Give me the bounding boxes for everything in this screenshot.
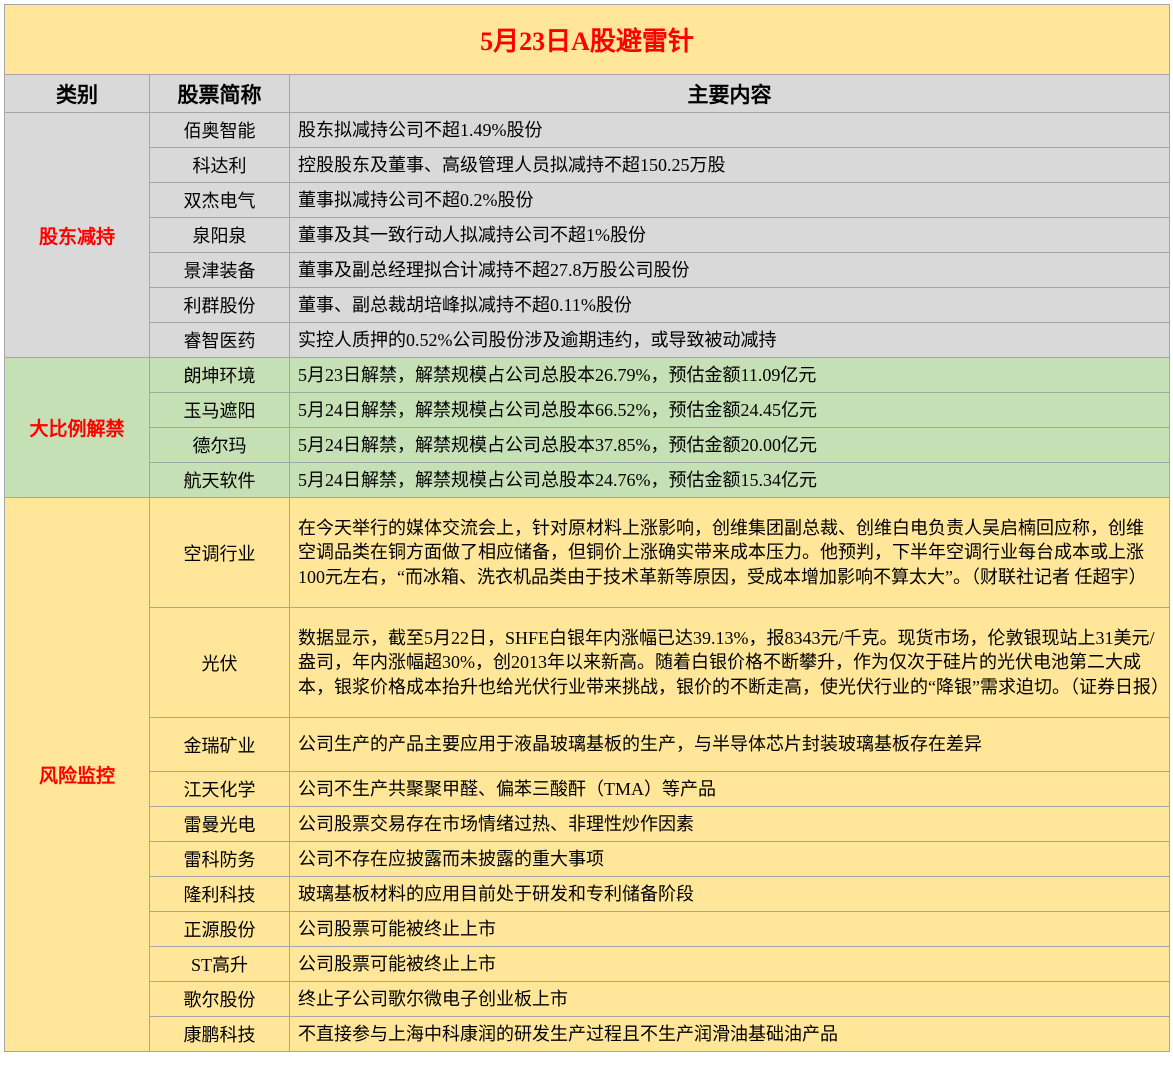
content-cell: 5月24日解禁，解禁规模占公司总股本66.52%，预估金额24.45亿元	[290, 393, 1170, 428]
stock-name-cell: 佰奥智能	[150, 113, 290, 148]
stock-name-cell: 玉马遮阳	[150, 393, 290, 428]
table-row: 泉阳泉董事及其一致行动人拟减持公司不超1%股份	[5, 218, 1170, 253]
content-cell: 终止子公司歌尔微电子创业板上市	[290, 982, 1170, 1017]
stock-name-cell: 航天软件	[150, 463, 290, 498]
content-cell: 董事拟减持公司不超0.2%股份	[290, 183, 1170, 218]
stock-name-cell: 景津装备	[150, 253, 290, 288]
content-cell: 公司生产的产品主要应用于液晶玻璃基板的生产，与半导体芯片封装玻璃基板存在差异	[290, 718, 1170, 772]
table-row: 股东减持佰奥智能股东拟减持公司不超1.49%股份	[5, 113, 1170, 148]
table-row: 康鹏科技不直接参与上海中科康润的研发生产过程且不生产润滑油基础油产品	[5, 1017, 1170, 1052]
table-row: 风险监控空调行业在今天举行的媒体交流会上，针对原材料上涨影响，创维集团副总裁、创…	[5, 498, 1170, 608]
content-cell: 不直接参与上海中科康润的研发生产过程且不生产润滑油基础油产品	[290, 1017, 1170, 1052]
content-cell: 公司股票交易存在市场情绪过热、非理性炒作因素	[290, 807, 1170, 842]
stock-name-cell: 隆利科技	[150, 877, 290, 912]
stock-name-cell: 睿智医药	[150, 323, 290, 358]
stock-name-cell: 正源股份	[150, 912, 290, 947]
stock-name-cell: 光伏	[150, 608, 290, 718]
content-cell: 股东拟减持公司不超1.49%股份	[290, 113, 1170, 148]
content-cell: 玻璃基板材料的应用目前处于研发和专利储备阶段	[290, 877, 1170, 912]
header-stock: 股票简称	[150, 75, 290, 113]
category-cell: 大比例解禁	[5, 358, 150, 498]
stock-name-cell: 金瑞矿业	[150, 718, 290, 772]
table-title: 5月23日A股避雷针	[5, 5, 1170, 75]
header-content: 主要内容	[290, 75, 1170, 113]
content-cell: 5月23日解禁，解禁规模占公司总股本26.79%，预估金额11.09亿元	[290, 358, 1170, 393]
table-row: 双杰电气董事拟减持公司不超0.2%股份	[5, 183, 1170, 218]
table-row: 歌尔股份终止子公司歌尔微电子创业板上市	[5, 982, 1170, 1017]
table-row: 德尔玛5月24日解禁，解禁规模占公司总股本37.85%，预估金额20.00亿元	[5, 428, 1170, 463]
category-cell: 风险监控	[5, 498, 150, 1052]
table-row: 玉马遮阳5月24日解禁，解禁规模占公司总股本66.52%，预估金额24.45亿元	[5, 393, 1170, 428]
table-row: 光伏数据显示，截至5月22日，SHFE白银年内涨幅已达39.13%，报8343元…	[5, 608, 1170, 718]
content-cell: 5月24日解禁，解禁规模占公司总股本24.76%，预估金额15.34亿元	[290, 463, 1170, 498]
table-row: 雷曼光电公司股票交易存在市场情绪过热、非理性炒作因素	[5, 807, 1170, 842]
content-cell: 实控人质押的0.52%公司股份涉及逾期违约，或导致被动减持	[290, 323, 1170, 358]
stock-name-cell: 双杰电气	[150, 183, 290, 218]
table-row: 金瑞矿业公司生产的产品主要应用于液晶玻璃基板的生产，与半导体芯片封装玻璃基板存在…	[5, 718, 1170, 772]
table-row: 雷科防务公司不存在应披露而未披露的重大事项	[5, 842, 1170, 877]
header-category: 类别	[5, 75, 150, 113]
stock-name-cell: 德尔玛	[150, 428, 290, 463]
table-row: 正源股份公司股票可能被终止上市	[5, 912, 1170, 947]
stock-name-cell: ST高升	[150, 947, 290, 982]
content-cell: 数据显示，截至5月22日，SHFE白银年内涨幅已达39.13%，报8343元/千…	[290, 608, 1170, 718]
table-row: 利群股份董事、副总裁胡培峰拟减持不超0.11%股份	[5, 288, 1170, 323]
stock-name-cell: 空调行业	[150, 498, 290, 608]
table-row: 江天化学公司不生产共聚聚甲醛、偏苯三酸酐（TMA）等产品	[5, 772, 1170, 807]
content-cell: 5月24日解禁，解禁规模占公司总股本37.85%，预估金额20.00亿元	[290, 428, 1170, 463]
table-row: 科达利控股股东及董事、高级管理人员拟减持不超150.25万股	[5, 148, 1170, 183]
table-row: 景津装备董事及副总经理拟合计减持不超27.8万股公司股份	[5, 253, 1170, 288]
content-cell: 公司不生产共聚聚甲醛、偏苯三酸酐（TMA）等产品	[290, 772, 1170, 807]
content-cell: 董事、副总裁胡培峰拟减持不超0.11%股份	[290, 288, 1170, 323]
content-cell: 公司不存在应披露而未披露的重大事项	[290, 842, 1170, 877]
stock-name-cell: 江天化学	[150, 772, 290, 807]
content-cell: 在今天举行的媒体交流会上，针对原材料上涨影响，创维集团副总裁、创维白电负责人吴启…	[290, 498, 1170, 608]
stock-name-cell: 康鹏科技	[150, 1017, 290, 1052]
stock-name-cell: 科达利	[150, 148, 290, 183]
content-cell: 公司股票可能被终止上市	[290, 912, 1170, 947]
stock-name-cell: 利群股份	[150, 288, 290, 323]
table-row: 大比例解禁朗坤环境5月23日解禁，解禁规模占公司总股本26.79%，预估金额11…	[5, 358, 1170, 393]
content-cell: 董事及其一致行动人拟减持公司不超1%股份	[290, 218, 1170, 253]
table-row: 睿智医药实控人质押的0.52%公司股份涉及逾期违约，或导致被动减持	[5, 323, 1170, 358]
stock-name-cell: 雷科防务	[150, 842, 290, 877]
stock-name-cell: 雷曼光电	[150, 807, 290, 842]
stock-name-cell: 歌尔股份	[150, 982, 290, 1017]
category-cell: 股东减持	[5, 113, 150, 358]
content-cell: 控股股东及董事、高级管理人员拟减持不超150.25万股	[290, 148, 1170, 183]
table-row: 航天软件5月24日解禁，解禁规模占公司总股本24.76%，预估金额15.34亿元	[5, 463, 1170, 498]
table-row: 隆利科技玻璃基板材料的应用目前处于研发和专利储备阶段	[5, 877, 1170, 912]
stock-name-cell: 朗坤环境	[150, 358, 290, 393]
content-cell: 董事及副总经理拟合计减持不超27.8万股公司股份	[290, 253, 1170, 288]
table-row: ST高升公司股票可能被终止上市	[5, 947, 1170, 982]
stock-risk-table: 5月23日A股避雷针类别股票简称主要内容股东减持佰奥智能股东拟减持公司不超1.4…	[4, 4, 1170, 1052]
stock-name-cell: 泉阳泉	[150, 218, 290, 253]
content-cell: 公司股票可能被终止上市	[290, 947, 1170, 982]
